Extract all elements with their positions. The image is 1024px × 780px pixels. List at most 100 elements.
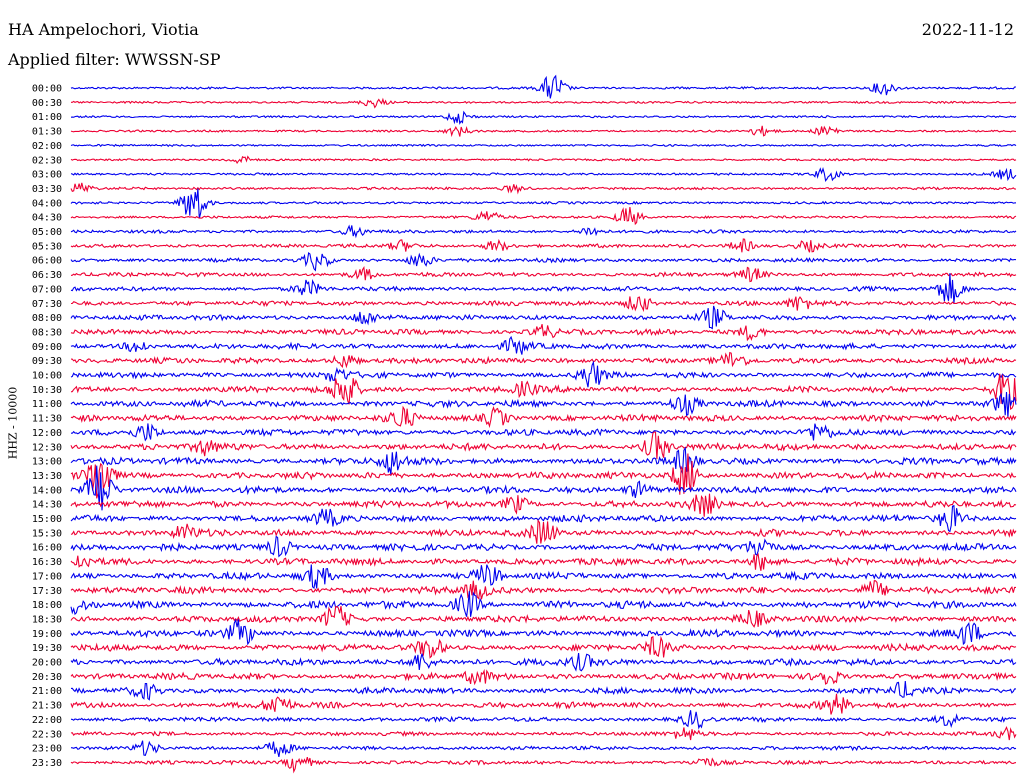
time-label: 06:00 (32, 256, 62, 267)
time-label: 13:30 (32, 471, 62, 482)
trace-line (70, 580, 1016, 600)
trace-line (70, 635, 1017, 659)
trace-line (70, 740, 1017, 758)
time-label: 10:00 (32, 371, 62, 382)
time-label: 16:30 (32, 557, 62, 568)
time-label: 00:00 (32, 84, 62, 95)
time-label: 04:00 (32, 198, 62, 209)
time-label: 20:00 (32, 658, 62, 669)
trace-line (70, 519, 1017, 544)
time-label: 12:00 (32, 428, 62, 439)
time-label: 16:00 (32, 543, 62, 554)
time-label: 15:00 (32, 514, 62, 525)
trace-line (70, 224, 1017, 239)
time-label: 19:30 (32, 643, 62, 654)
trace-line (70, 188, 1017, 219)
trace-line (70, 125, 1017, 138)
trace-line (70, 238, 1017, 253)
trace-line (71, 423, 1017, 442)
trace-line (70, 182, 1017, 195)
time-label: 21:00 (32, 686, 62, 697)
trace-line (70, 504, 1017, 533)
time-label: 05:30 (32, 241, 62, 252)
trace-line (70, 305, 1017, 330)
trace-line (70, 710, 1017, 730)
trace-line (70, 266, 1017, 283)
time-label: 08:30 (32, 327, 62, 338)
trace-line (70, 110, 1017, 125)
time-label: 02:30 (32, 155, 62, 166)
time-label: 20:30 (32, 672, 62, 683)
time-label: 03:00 (32, 170, 62, 181)
trace-line (70, 618, 1017, 646)
station-title: HA Ampelochori, Viotia (8, 20, 199, 39)
time-label: 00:30 (32, 98, 62, 109)
trace-line (70, 360, 1017, 388)
time-label: 23:30 (32, 758, 62, 769)
time-label: 03:30 (32, 184, 62, 195)
trace-line (70, 351, 1017, 369)
time-label: 18:30 (32, 614, 62, 625)
time-label: 17:30 (32, 586, 62, 597)
trace-line (70, 535, 1017, 558)
time-label: 08:00 (32, 313, 62, 324)
trace-line (71, 296, 1016, 313)
time-label: 05:00 (32, 227, 62, 238)
trace-line (70, 335, 1017, 355)
time-label: 07:30 (32, 299, 62, 310)
time-label: 22:00 (32, 715, 62, 726)
trace-line (70, 391, 1017, 418)
trace-line (70, 465, 1017, 511)
trace-line (70, 653, 1017, 672)
time-label: 01:30 (32, 127, 62, 138)
trace-line (70, 493, 1017, 517)
filter-label: Applied filter: WWSSN-SP (8, 50, 221, 69)
time-label: 01:00 (32, 112, 62, 123)
trace-line (70, 155, 1017, 165)
time-label: 04:30 (32, 213, 62, 224)
trace-line (70, 207, 1017, 226)
time-label: 14:00 (32, 485, 62, 496)
trace-line (70, 591, 1017, 617)
trace-line (70, 681, 1016, 701)
time-label: 10:30 (32, 385, 62, 396)
time-label: 07:00 (32, 284, 62, 295)
trace-line (70, 564, 1017, 590)
trace-line (71, 97, 1017, 109)
trace-line (70, 166, 1017, 183)
time-label: 02:00 (32, 141, 62, 152)
trace-line (70, 431, 1017, 460)
trace-line (70, 552, 1017, 571)
time-label: 14:30 (32, 500, 62, 511)
trace-line (70, 453, 1017, 499)
time-label: 11:00 (32, 399, 62, 410)
trace-line (70, 273, 1017, 304)
trace-line (70, 446, 1017, 476)
time-label: 22:30 (32, 729, 62, 740)
trace-line (70, 252, 1017, 272)
trace-line (70, 143, 1017, 148)
time-label: 13:00 (32, 457, 62, 468)
trace-line (70, 606, 1017, 628)
time-label: 09:30 (32, 356, 62, 367)
time-label: 17:00 (32, 571, 62, 582)
time-label: 06:30 (32, 270, 62, 281)
time-label: 12:30 (32, 442, 62, 453)
trace-line (70, 725, 1017, 741)
time-label: 09:00 (32, 342, 62, 353)
trace-line (70, 668, 1017, 686)
date-label: 2022-11-12 (921, 20, 1014, 39)
trace-line (70, 324, 1017, 342)
trace-line (70, 373, 1017, 411)
trace-line (70, 756, 1017, 774)
trace-line (70, 74, 1016, 99)
trace-line (70, 693, 1017, 715)
time-label: 23:00 (32, 744, 62, 755)
time-label: 19:00 (32, 629, 62, 640)
time-label: 21:30 (32, 701, 62, 712)
trace-line (70, 405, 1017, 429)
time-label: 18:00 (32, 600, 62, 611)
time-label: 11:30 (32, 414, 62, 425)
time-label: 15:30 (32, 528, 62, 539)
